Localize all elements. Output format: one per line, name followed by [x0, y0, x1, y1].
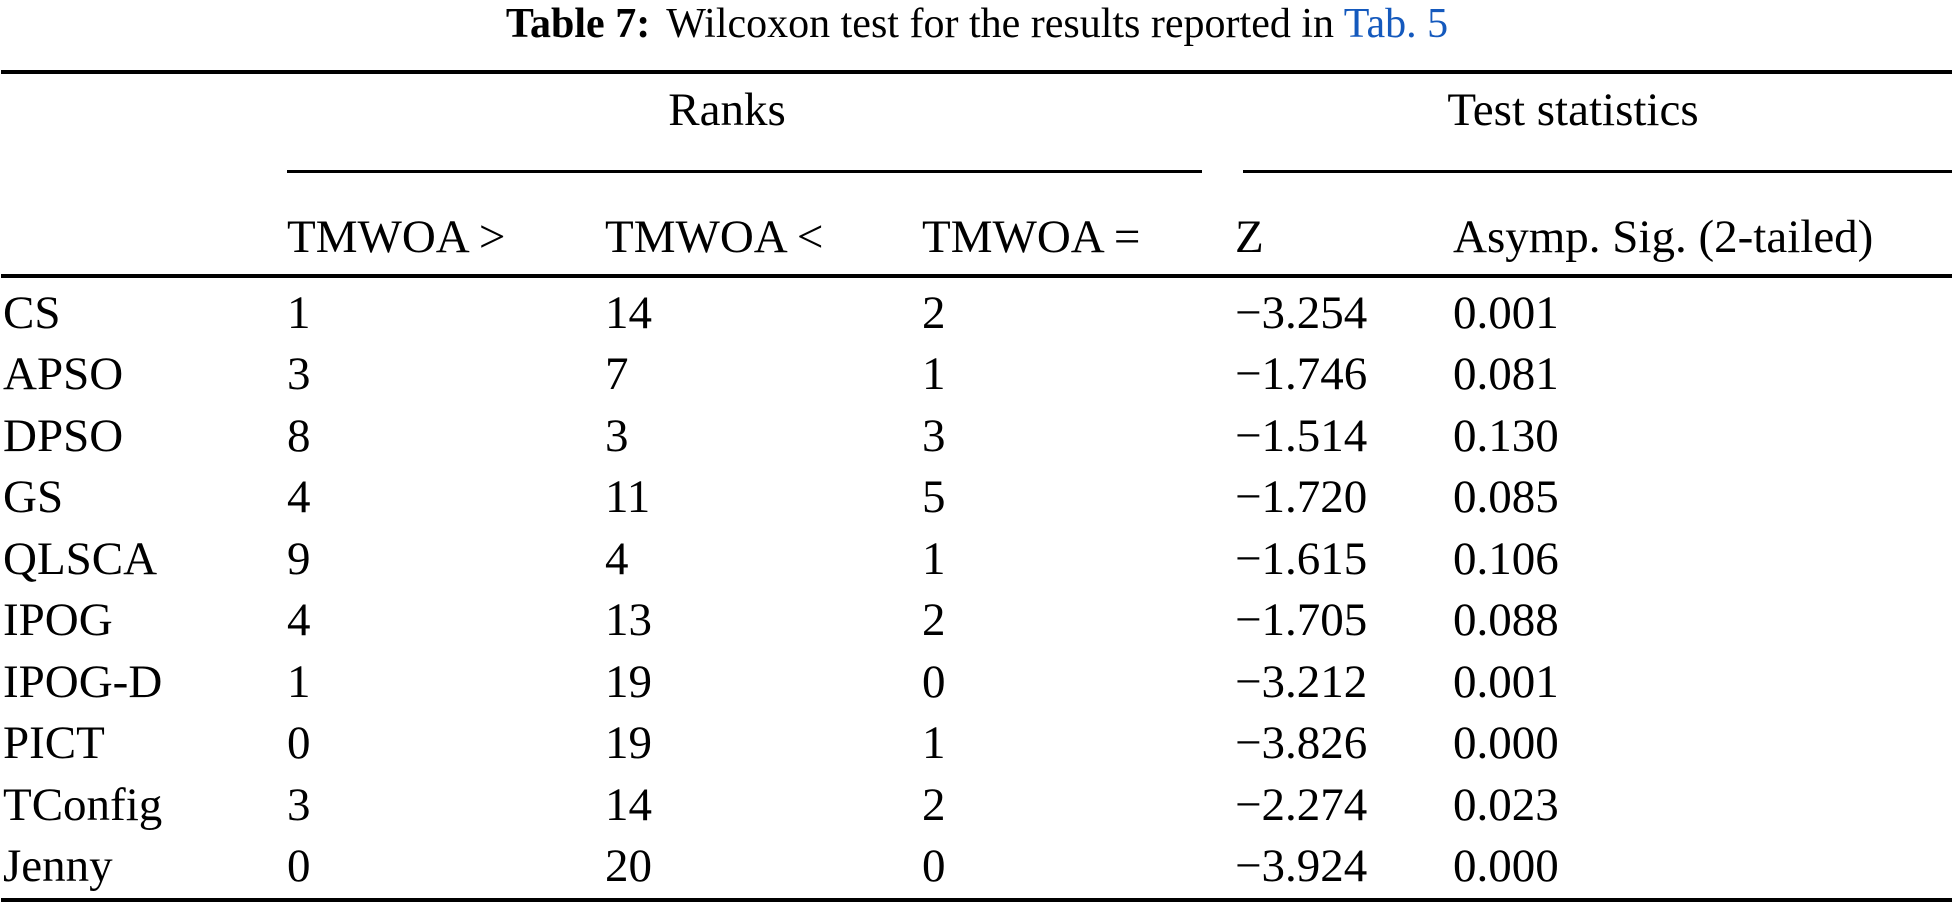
cell-tmwoa-gt: 0 — [287, 717, 311, 769]
row-label: IPOG — [3, 594, 113, 646]
cell-tmwoa-eq: 2 — [922, 594, 946, 646]
row-label: Jenny — [3, 840, 113, 892]
cell-z: −1.615 — [1235, 533, 1368, 585]
row-label: QLSCA — [3, 533, 158, 585]
column-header-tmwoa-gt: TMWOA > — [287, 211, 506, 263]
column-header-z: Z — [1235, 211, 1264, 263]
cell-asymp-sig: 0.081 — [1453, 348, 1559, 400]
cell-asymp-sig: 0.023 — [1453, 779, 1559, 831]
column-header-tmwoa-lt: TMWOA < — [605, 211, 824, 263]
cell-tmwoa-gt: 1 — [287, 656, 311, 708]
header-bottom-rule — [1, 274, 1952, 278]
cell-asymp-sig: 0.088 — [1453, 594, 1559, 646]
row-label: APSO — [3, 348, 124, 400]
table-row: IPOG 4 13 2 −1.705 0.088 — [0, 597, 1954, 659]
table-row: IPOG-D 1 19 0 −3.212 0.001 — [0, 659, 1954, 721]
cell-tmwoa-lt: 19 — [605, 717, 652, 769]
cell-tmwoa-gt: 4 — [287, 594, 311, 646]
cell-tmwoa-lt: 14 — [605, 779, 652, 831]
caption-text: Wilcoxon test for the results reported i… — [666, 1, 1334, 47]
cell-z: −1.514 — [1235, 410, 1368, 462]
cell-tmwoa-eq: 2 — [922, 779, 946, 831]
table-row: TConfig 3 14 2 −2.274 0.023 — [0, 782, 1954, 844]
cell-tmwoa-eq: 3 — [922, 410, 946, 462]
row-label: PICT — [3, 717, 105, 769]
table-row: Jenny 0 20 0 −3.924 0.000 — [0, 843, 1954, 905]
cell-asymp-sig: 0.085 — [1453, 471, 1559, 523]
row-label: GS — [3, 471, 64, 523]
group-header-ranks: Ranks — [668, 84, 786, 136]
table-caption: Table 7: Wilcoxon test for the results re… — [0, 1, 1954, 47]
cell-tmwoa-eq: 1 — [922, 348, 946, 400]
row-label: IPOG-D — [3, 656, 163, 708]
ranks-spanner-rule — [287, 170, 1202, 173]
cell-tmwoa-lt: 19 — [605, 656, 652, 708]
cell-tmwoa-eq: 1 — [922, 533, 946, 585]
cell-tmwoa-eq: 5 — [922, 471, 946, 523]
column-header-tmwoa-eq: TMWOA = — [922, 211, 1141, 263]
cell-tmwoa-eq: 1 — [922, 717, 946, 769]
cell-tmwoa-gt: 3 — [287, 779, 311, 831]
cell-tmwoa-lt: 20 — [605, 840, 652, 892]
row-label: TConfig — [3, 779, 163, 831]
cell-asymp-sig: 0.000 — [1453, 840, 1559, 892]
table-row: QLSCA 9 4 1 −1.615 0.106 — [0, 536, 1954, 598]
cell-z: −3.254 — [1235, 287, 1368, 339]
cell-tmwoa-lt: 4 — [605, 533, 629, 585]
column-header-asymp-sig: Asymp. Sig. (2-tailed) — [1453, 211, 1874, 263]
cell-asymp-sig: 0.130 — [1453, 410, 1559, 462]
cell-asymp-sig: 0.000 — [1453, 717, 1559, 769]
test-statistics-spanner-rule — [1243, 170, 1952, 173]
cell-z: −3.212 — [1235, 656, 1368, 708]
cell-tmwoa-gt: 4 — [287, 471, 311, 523]
cell-tmwoa-lt: 11 — [605, 471, 651, 523]
cell-asymp-sig: 0.106 — [1453, 533, 1559, 585]
cell-asymp-sig: 0.001 — [1453, 287, 1559, 339]
cell-tmwoa-lt: 14 — [605, 287, 652, 339]
table-row: GS 4 11 5 −1.720 0.085 — [0, 474, 1954, 536]
cell-z: −3.826 — [1235, 717, 1368, 769]
row-label: DPSO — [3, 410, 124, 462]
cell-tmwoa-lt: 13 — [605, 594, 652, 646]
caption-reference-link[interactable]: Tab. 5 — [1343, 1, 1449, 47]
cell-tmwoa-gt: 0 — [287, 840, 311, 892]
cell-tmwoa-eq: 2 — [922, 287, 946, 339]
cell-tmwoa-gt: 9 — [287, 533, 311, 585]
cell-z: −1.705 — [1235, 594, 1368, 646]
table-bottom-rule — [1, 898, 1952, 902]
table-row: DPSO 8 3 3 −1.514 0.130 — [0, 413, 1954, 475]
table-row: APSO 3 7 1 −1.746 0.081 — [0, 351, 1954, 413]
caption-label: Table 7: — [505, 1, 651, 47]
cell-z: −3.924 — [1235, 840, 1368, 892]
group-header-test-statistics: Test statistics — [1447, 84, 1699, 136]
cell-z: −1.746 — [1235, 348, 1368, 400]
cell-tmwoa-gt: 8 — [287, 410, 311, 462]
cell-tmwoa-eq: 0 — [922, 656, 946, 708]
cell-asymp-sig: 0.001 — [1453, 656, 1559, 708]
cell-tmwoa-gt: 1 — [287, 287, 311, 339]
table-row: CS 1 14 2 −3.254 0.001 — [0, 290, 1954, 352]
cell-tmwoa-lt: 7 — [605, 348, 629, 400]
cell-tmwoa-eq: 0 — [922, 840, 946, 892]
cell-z: −1.720 — [1235, 471, 1368, 523]
cell-tmwoa-lt: 3 — [605, 410, 629, 462]
table-top-rule — [1, 70, 1952, 74]
cell-tmwoa-gt: 3 — [287, 348, 311, 400]
cell-z: −2.274 — [1235, 779, 1368, 831]
table-row: PICT 0 19 1 −3.826 0.000 — [0, 720, 1954, 782]
row-label: CS — [3, 287, 61, 339]
